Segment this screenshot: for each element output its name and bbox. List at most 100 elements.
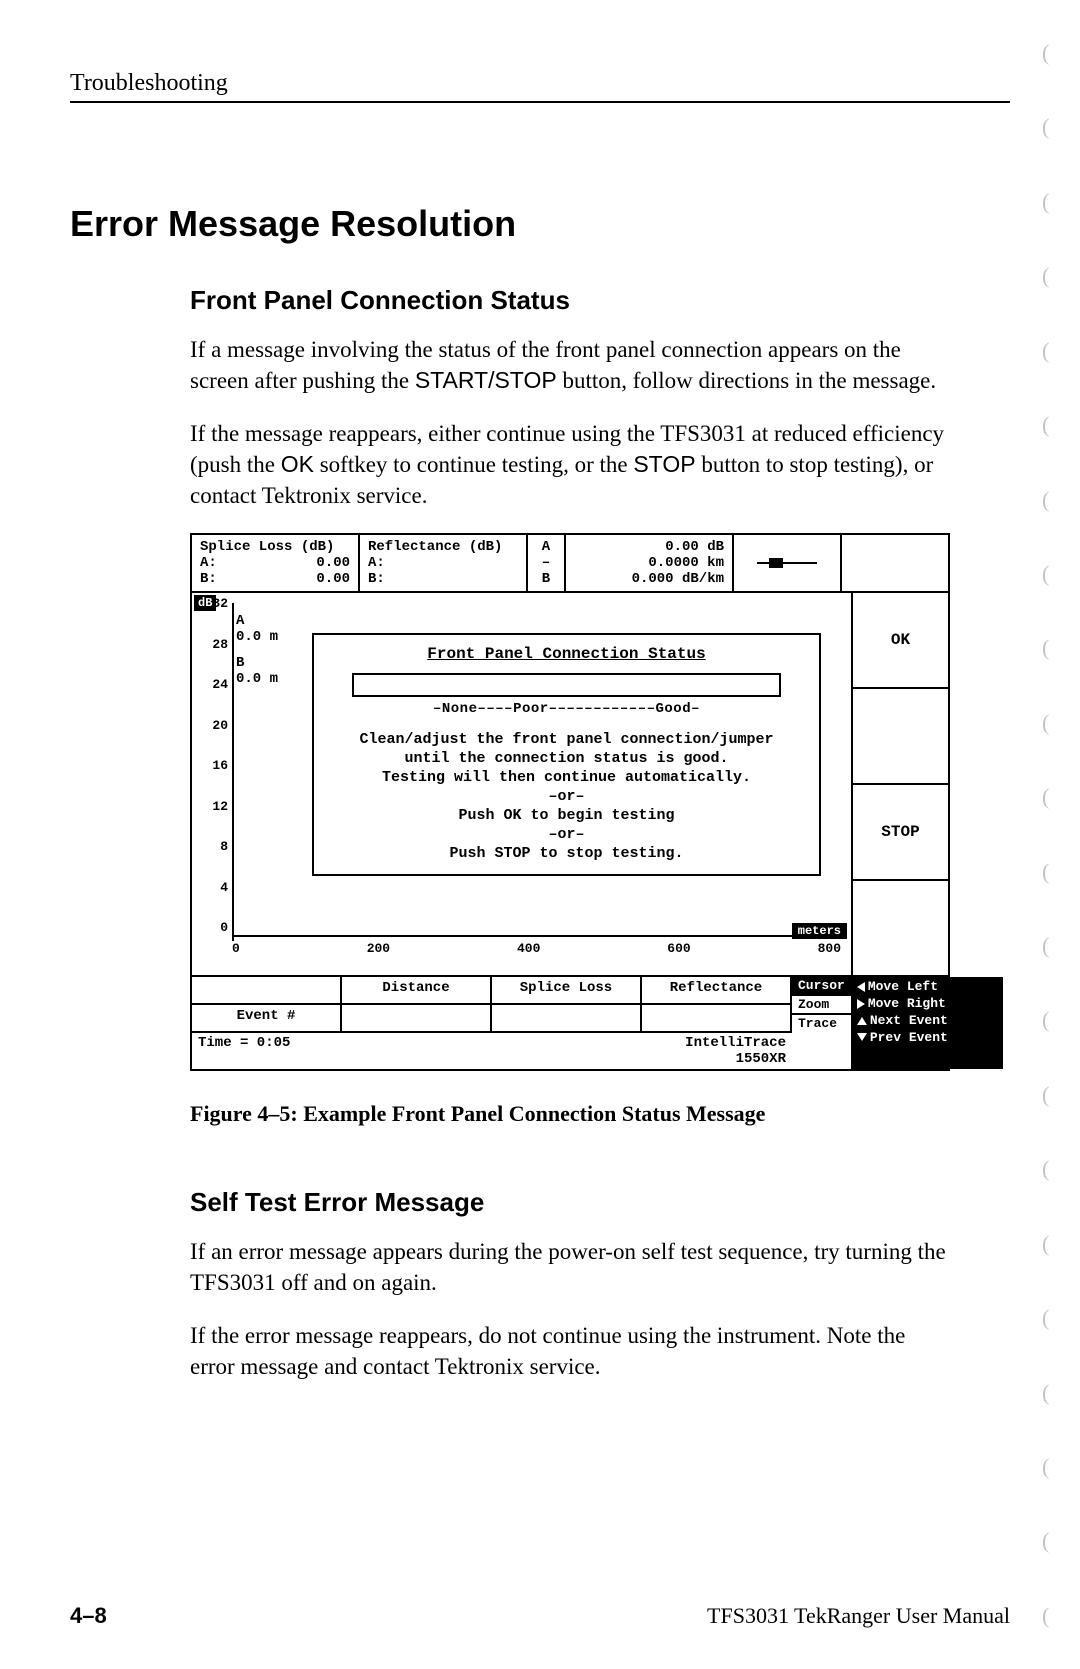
event-label: Event # xyxy=(192,1003,342,1031)
front-panel-section: Front Panel Connection Status If a messa… xyxy=(190,285,950,1382)
dialog-or: –or– xyxy=(322,826,811,843)
ytick: 28 xyxy=(198,638,228,652)
status-trace: Trace xyxy=(792,1015,851,1032)
self-test-para-2: If the error message reappears, do not c… xyxy=(190,1320,950,1382)
dialog-msg: until the connection status is good. xyxy=(322,750,811,767)
triangle-left-icon xyxy=(857,982,865,992)
a-label: A: xyxy=(200,555,217,571)
device-mid: dB A 0.0 m B 0.0 m 32 28 24 20 xyxy=(192,593,948,975)
readout-km: 0.0000 km xyxy=(574,555,724,571)
xtick: 600 xyxy=(667,941,690,956)
readout-col: 0.00 dB 0.0000 km 0.000 dB/km xyxy=(566,535,734,591)
event-distance xyxy=(342,1003,492,1031)
slider-track xyxy=(757,562,817,564)
y-axis-ticks: 32 28 24 20 16 12 8 4 0 xyxy=(198,597,228,935)
a-label: A: xyxy=(368,555,385,571)
status-zoom: Zoom xyxy=(792,996,851,1015)
ytick: 20 xyxy=(198,719,228,733)
time-value: Time = 0:05 xyxy=(198,1035,290,1067)
ytick: 4 xyxy=(198,881,228,895)
col-reflectance: Reflectance xyxy=(642,977,792,1003)
front-panel-para-1: If a message involving the status of the… xyxy=(190,334,950,396)
reflectance-label: Reflectance (dB) xyxy=(368,539,518,555)
front-panel-para-2: If the message reappears, either continu… xyxy=(190,418,950,511)
stop-label: STOP xyxy=(633,451,695,477)
page-number: 4–8 xyxy=(70,1603,107,1629)
event-splice xyxy=(492,1003,642,1031)
readout-db: 0.00 dB xyxy=(574,539,724,555)
nav-next-event[interactable]: Next Event xyxy=(857,1013,999,1030)
splice-loss-col: Splice Loss (dB) A:0.00 B:0.00 xyxy=(192,535,360,591)
softkey-header-empty xyxy=(842,535,948,591)
x-axis-ticks: 0 200 400 600 800 xyxy=(232,935,841,971)
slider-col xyxy=(734,535,842,591)
ytick: 16 xyxy=(198,759,228,773)
ytick: 0 xyxy=(198,921,228,935)
text: softkey to continue testing, or the xyxy=(314,452,633,477)
self-test-heading: Self Test Error Message xyxy=(190,1187,950,1218)
nav-move-right[interactable]: Move Right xyxy=(857,996,999,1013)
dialog-or: –or– xyxy=(322,788,811,805)
softkey-empty xyxy=(853,881,948,975)
b-label: B: xyxy=(368,571,385,587)
ok-label: OK xyxy=(281,451,314,477)
status-scale: –None––––Poor––––––––––––Good– xyxy=(322,701,811,717)
slider-knob xyxy=(769,558,783,568)
cursor-b-label: B xyxy=(236,655,244,671)
ytick: 8 xyxy=(198,840,228,854)
cursor-a-value: 0.0 m xyxy=(236,629,278,645)
empty-cell xyxy=(192,977,342,1003)
front-panel-heading: Front Panel Connection Status xyxy=(190,285,950,316)
status-cursor: Cursor xyxy=(792,977,851,996)
time-row: Time = 0:05 IntelliTrace 1550XR xyxy=(192,1031,792,1069)
device-header: Splice Loss (dB) A:0.00 B:0.00 Reflectan… xyxy=(192,535,948,593)
self-test-para-1: If an error message appears during the p… xyxy=(190,1236,950,1298)
dialog-title: Front Panel Connection Status xyxy=(322,645,811,663)
status-bar xyxy=(352,673,781,697)
a-minus-b-col: A – B xyxy=(528,535,566,591)
b-label: B: xyxy=(200,571,217,587)
status-column: Cursor Zoom Trace xyxy=(792,977,853,1069)
softkey-stop[interactable]: STOP xyxy=(853,785,948,881)
triangle-down-icon xyxy=(857,1033,867,1041)
mode-wavelength: 1550XR xyxy=(736,1051,786,1067)
device-bottom: Distance Splice Loss Reflectance Cursor … xyxy=(192,975,948,1069)
cursor-a: A 0.0 m xyxy=(236,613,278,645)
triangle-right-icon xyxy=(857,999,865,1009)
readout-dbkm: 0.000 dB/km xyxy=(574,571,724,587)
section-title: Error Message Resolution xyxy=(70,203,1010,245)
page-footer: 4–8 TFS3031 TekRanger User Manual xyxy=(70,1602,1010,1629)
plot-area: dB A 0.0 m B 0.0 m 32 28 24 20 xyxy=(192,593,851,975)
start-stop-label: START/STOP xyxy=(415,367,557,393)
dialog-msg: Clean/adjust the front panel connection/… xyxy=(322,731,811,748)
col-distance: Distance xyxy=(342,977,492,1003)
mode-intellitrace: IntelliTrace xyxy=(685,1035,786,1051)
cursor-b: B 0.0 m xyxy=(236,655,278,687)
text: button, follow directions in the message… xyxy=(557,368,936,393)
device-screenshot: Splice Loss (dB) A:0.00 B:0.00 Reflectan… xyxy=(190,533,950,1071)
triangle-up-icon xyxy=(857,1017,867,1025)
b-value: 0.00 xyxy=(316,571,350,587)
xtick: 200 xyxy=(367,941,390,956)
ytick: 24 xyxy=(198,678,228,692)
softkey-column: OK STOP xyxy=(851,593,948,975)
xtick: 0 xyxy=(232,941,240,956)
page: (((((( (((((( (((((( (((( Troubleshootin… xyxy=(0,0,1080,1669)
a-minus-b: A – B xyxy=(536,539,556,587)
cursor-b-value: 0.0 m xyxy=(236,671,278,687)
ytick: 32 xyxy=(198,597,228,611)
event-reflectance xyxy=(642,1003,792,1031)
binding-holes: (((((( (((((( (((((( (((( xyxy=(1042,40,1072,1629)
nav-move-left[interactable]: Move Left xyxy=(857,979,999,996)
xtick: 400 xyxy=(517,941,540,956)
y-axis-line xyxy=(232,603,234,941)
softkey-ok[interactable]: OK xyxy=(853,593,948,689)
xtick: 800 xyxy=(818,941,841,956)
reflectance-col: Reflectance (dB) A: B: xyxy=(360,535,528,591)
figure-caption: Figure 4–5: Example Front Panel Connecti… xyxy=(190,1101,950,1127)
nav-prev-event[interactable]: Prev Event xyxy=(857,1030,999,1047)
ytick: 12 xyxy=(198,800,228,814)
cursor-a-label: A xyxy=(236,613,244,629)
running-head: Troubleshooting xyxy=(70,70,1010,103)
col-splice: Splice Loss xyxy=(492,977,642,1003)
